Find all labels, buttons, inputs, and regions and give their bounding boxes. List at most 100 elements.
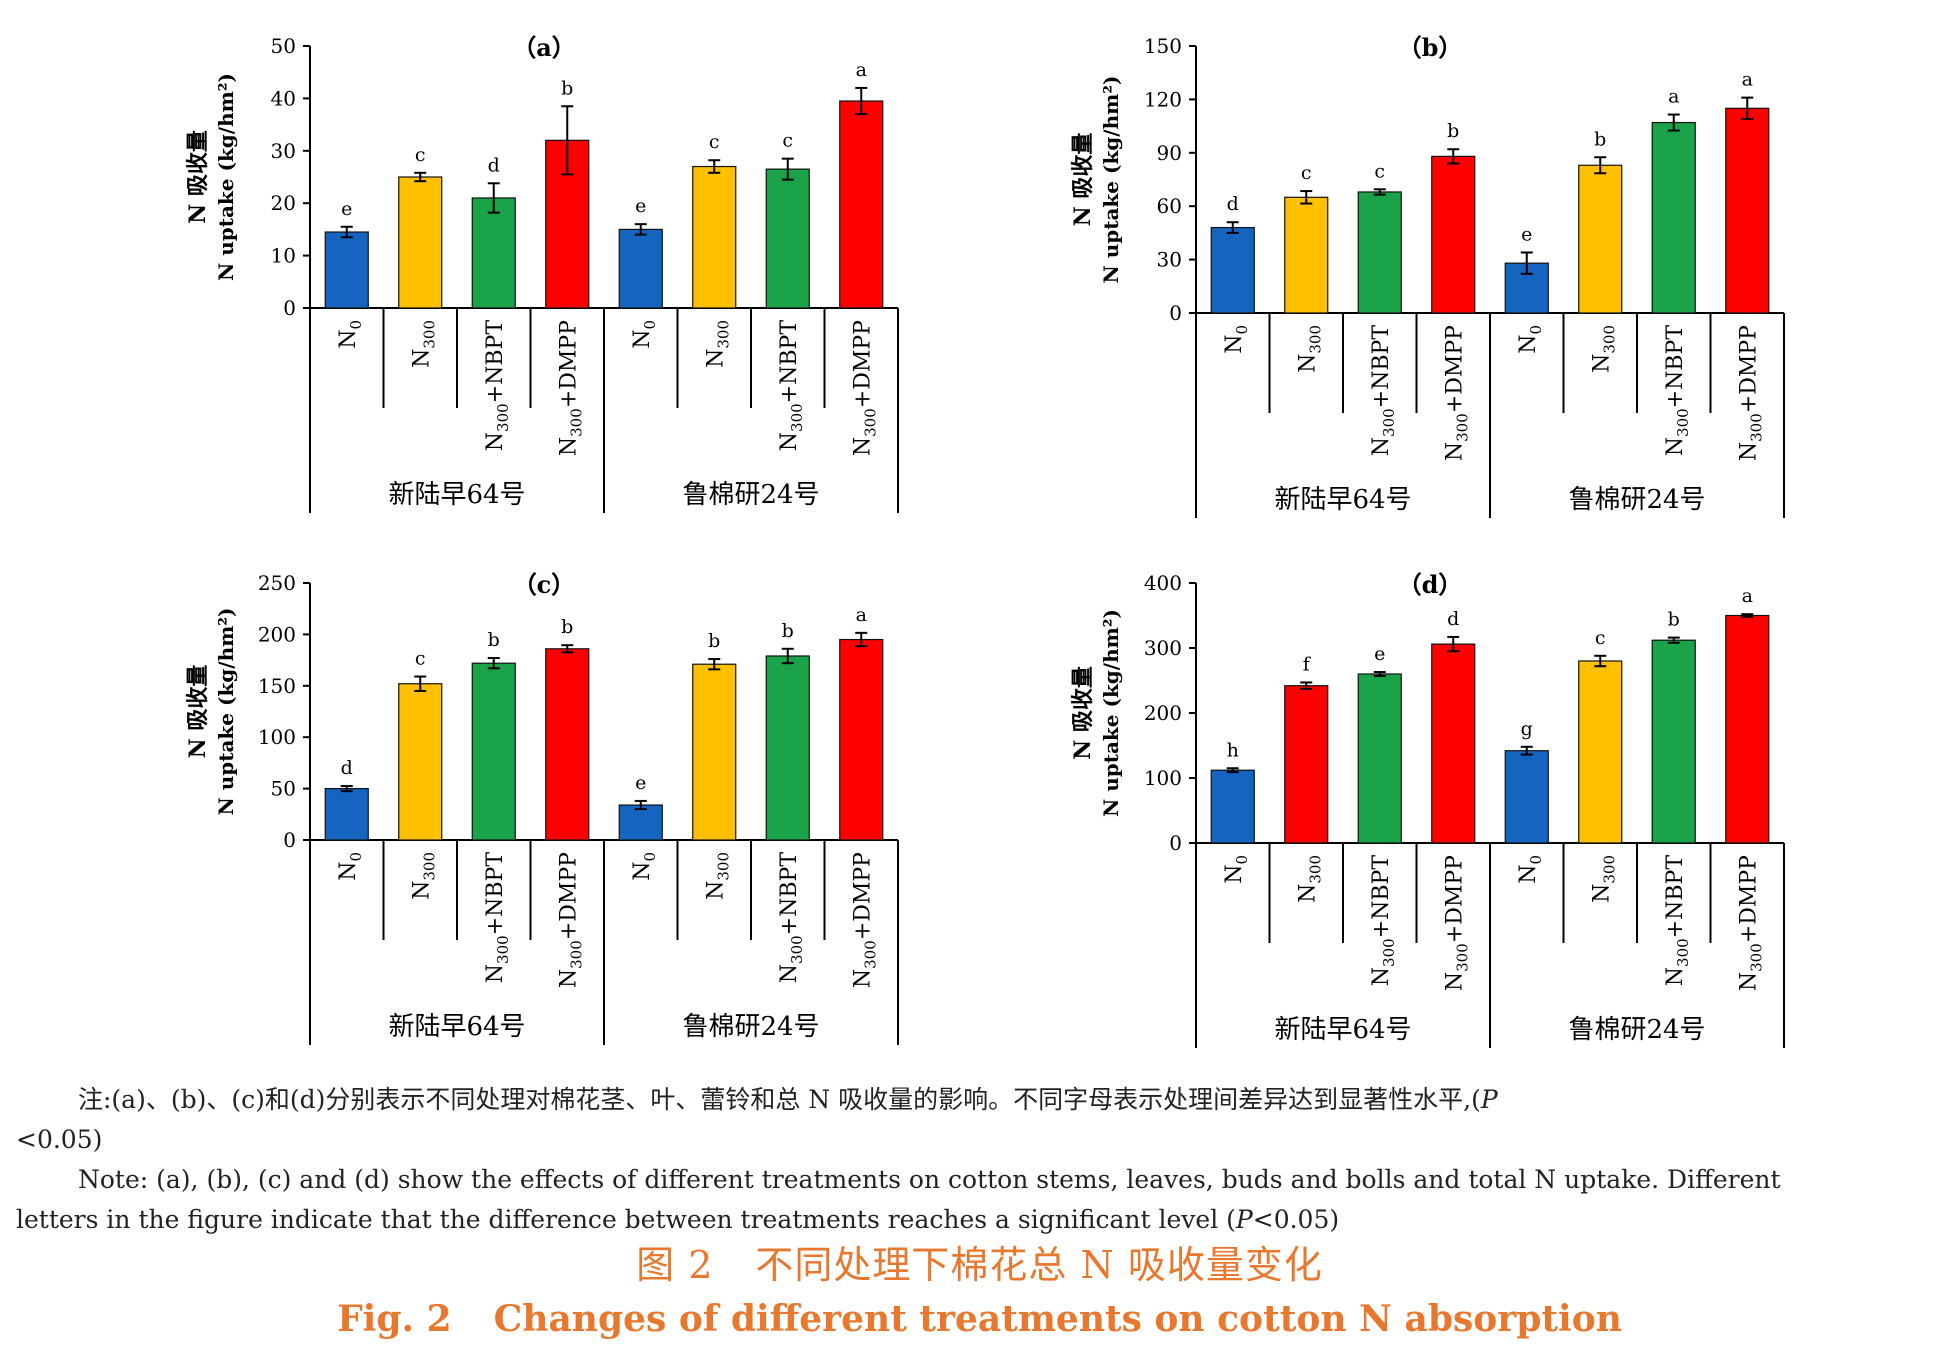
y-tick-label: 400: [1144, 571, 1182, 595]
group-label: 鲁棉研24号: [1568, 485, 1705, 515]
significance-letter: a: [1742, 585, 1753, 607]
category-label: N300: [1589, 855, 1618, 903]
category-label: N300+DMPP: [850, 852, 879, 988]
category-label-suffix: +NBPT: [777, 852, 802, 936]
category-label-sub: 300: [1453, 943, 1471, 972]
category-label-sub: 300: [714, 320, 732, 349]
y-axis-title-en: N uptake (kg/hm²): [1099, 75, 1123, 283]
category-label: N0: [630, 320, 659, 349]
category-label-sub: 300: [567, 940, 585, 969]
significance-letter: h: [1227, 739, 1239, 761]
category-label-suffix: +NBPT: [1369, 855, 1394, 939]
category-label: N300+DMPP: [1736, 325, 1765, 461]
y-tick-label: 20: [271, 191, 296, 215]
figure-title-cn: 图 2 不同处理下棉花总 N 吸收量变化: [0, 1234, 1959, 1289]
category-label-base: N: [556, 969, 581, 988]
bar: [1431, 155, 1476, 314]
category-label-sub: 300: [1306, 855, 1324, 884]
y-axis-title-en: N uptake (kg/hm²): [214, 607, 238, 815]
bar: [1284, 685, 1329, 844]
significance-letter: c: [709, 131, 720, 153]
bar: [1578, 660, 1623, 844]
y-tick-label: 200: [1144, 701, 1182, 725]
category-label: N300+NBPT: [483, 320, 512, 452]
category-label-sub: 0: [1527, 325, 1545, 335]
category-label-sub: 300: [494, 935, 512, 964]
note-cn-p: P: [1480, 1085, 1498, 1114]
significance-letter: b: [782, 620, 794, 642]
significance-letter: e: [635, 772, 646, 794]
category-label: N0: [630, 852, 659, 881]
category-label-sub: 300: [1306, 325, 1324, 354]
note-en-part3: <0.05): [1252, 1205, 1340, 1234]
note-en: Note: (a), (b), (c) and (d) show the eff…: [16, 1160, 1944, 1240]
bar: [1210, 226, 1255, 314]
category-label-suffix: +NBPT: [483, 852, 508, 936]
category-label-sub: 300: [1747, 943, 1765, 972]
significance-letter: d: [1447, 608, 1459, 630]
bar: [1284, 196, 1329, 314]
bar: [765, 655, 810, 841]
y-tick-label: 0: [1169, 301, 1182, 325]
significance-letter: b: [708, 630, 720, 652]
y-axis-title-en: N uptake (kg/hm²): [1099, 609, 1123, 817]
bar: [1431, 643, 1476, 844]
category-label-suffix: +DMPP: [1736, 325, 1761, 413]
y-tick-label: 150: [1144, 34, 1182, 58]
group-label: 鲁棉研24号: [682, 1012, 819, 1042]
category-label-base: N: [630, 862, 655, 881]
significance-letter: b: [488, 629, 500, 651]
category-label-sub: 300: [420, 852, 438, 881]
category-label-suffix: +NBPT: [1369, 325, 1394, 409]
significance-letter: d: [341, 757, 353, 779]
category-label-base: N: [1442, 972, 1467, 991]
panel-label: （a）: [512, 33, 576, 62]
y-tick-label: 100: [258, 725, 296, 749]
category-label-suffix: +DMPP: [1442, 855, 1467, 943]
category-label: N0: [1222, 855, 1251, 884]
significance-letter: f: [1303, 653, 1312, 675]
significance-letter: d: [488, 154, 500, 176]
significance-letter: c: [1374, 160, 1385, 182]
y-tick-label: 10: [271, 244, 296, 268]
bar: [324, 787, 369, 841]
category-label-suffix: +DMPP: [1736, 855, 1761, 943]
y-tick-label: 30: [271, 139, 296, 163]
group-label: 新陆早64号: [388, 1012, 525, 1042]
category-label-sub: 0: [347, 852, 365, 862]
category-label-sub: 300: [788, 403, 806, 432]
category-label-base: N: [1589, 884, 1614, 903]
category-label-base: N: [409, 349, 434, 368]
significance-letter: c: [1595, 627, 1606, 649]
category-label: N0: [1222, 325, 1251, 354]
y-tick-label: 0: [1169, 831, 1182, 855]
category-label-suffix: +NBPT: [1663, 325, 1688, 409]
y-tick-label: 100: [1144, 766, 1182, 790]
category-label-sub: 0: [347, 320, 365, 330]
category-label-sub: 300: [861, 940, 879, 969]
category-label-base: N: [1516, 335, 1541, 354]
note-en-p: P: [1235, 1205, 1253, 1234]
category-label-base: N: [850, 437, 875, 456]
category-label: N300+NBPT: [1663, 855, 1692, 987]
group-label: 新陆早64号: [1274, 1015, 1411, 1045]
significance-letter: c: [782, 130, 793, 152]
category-label-sub: 300: [1380, 938, 1398, 967]
category-label-sub: 300: [1453, 413, 1471, 442]
category-label: N300: [409, 852, 438, 900]
category-label: N300: [1589, 325, 1618, 373]
category-label: N300+NBPT: [777, 320, 806, 452]
category-label-base: N: [1442, 442, 1467, 461]
category-label-base: N: [703, 349, 728, 368]
category-label: N0: [1516, 325, 1545, 354]
category-label-suffix: +DMPP: [850, 320, 875, 408]
category-label: N300: [1295, 855, 1324, 903]
category-label-base: N: [1736, 442, 1761, 461]
category-label: N0: [336, 320, 365, 349]
bar: [398, 683, 443, 841]
significance-letter: e: [341, 198, 352, 220]
group-label: 鲁棉研24号: [682, 480, 819, 510]
note-cn-line1: 注:(a)、(b)、(c)和(d)分别表示不同处理对棉花茎、叶、蕾铃和总 N 吸…: [78, 1085, 1481, 1114]
y-tick-label: 30: [1157, 248, 1182, 272]
category-label-base: N: [1222, 335, 1247, 354]
